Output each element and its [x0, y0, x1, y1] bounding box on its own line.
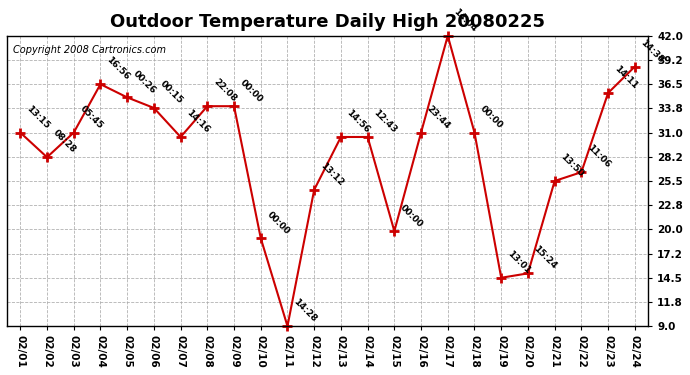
Text: 00:15: 00:15 — [158, 80, 184, 106]
Text: 11:06: 11:06 — [586, 144, 612, 170]
Text: 14:28: 14:28 — [292, 297, 318, 324]
Text: 13:15: 13:15 — [24, 104, 51, 130]
Text: 13:50: 13:50 — [559, 152, 585, 179]
Text: 00:00: 00:00 — [479, 104, 505, 130]
Text: 00:26: 00:26 — [131, 69, 158, 95]
Text: Copyright 2008 Cartronics.com: Copyright 2008 Cartronics.com — [13, 45, 166, 54]
Text: 00:00: 00:00 — [399, 203, 425, 229]
Text: 13:01: 13:01 — [505, 249, 532, 276]
Text: 05:45: 05:45 — [78, 104, 104, 130]
Text: 08:28: 08:28 — [51, 129, 78, 155]
Text: 14:56: 14:56 — [345, 108, 372, 135]
Text: 22:08: 22:08 — [212, 78, 238, 104]
Text: 14:38: 14:38 — [639, 38, 666, 64]
Text: 14:11: 14:11 — [612, 64, 639, 91]
Title: Outdoor Temperature Daily High 20080225: Outdoor Temperature Daily High 20080225 — [110, 13, 545, 32]
Text: 23:44: 23:44 — [425, 104, 452, 130]
Text: 00:00: 00:00 — [265, 210, 291, 236]
Text: 16:56: 16:56 — [105, 56, 131, 82]
Text: 15:24: 15:24 — [532, 244, 559, 271]
Text: 13:12: 13:12 — [318, 161, 345, 188]
Text: 12:43: 12:43 — [372, 108, 399, 135]
Text: 14:16: 14:16 — [185, 108, 211, 135]
Text: 14:04: 14:04 — [452, 7, 479, 34]
Text: 00:00: 00:00 — [238, 78, 264, 104]
